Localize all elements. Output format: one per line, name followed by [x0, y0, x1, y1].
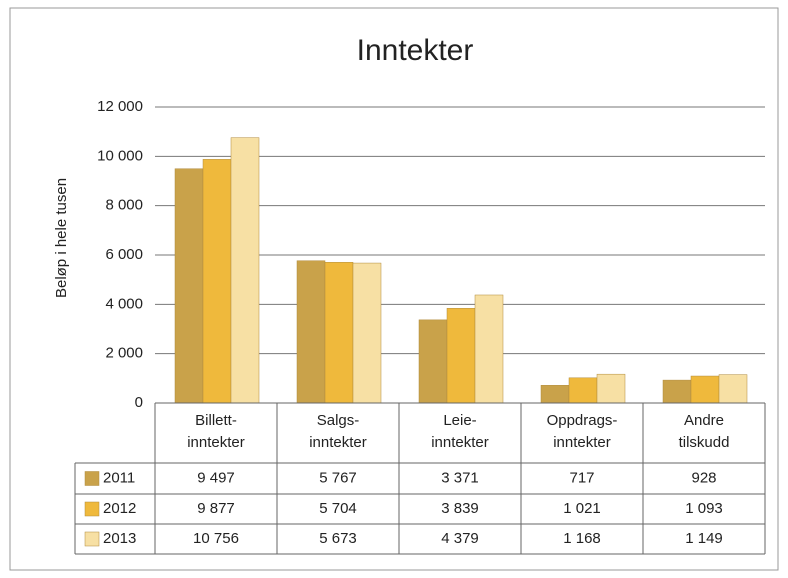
bar: [662, 379, 692, 404]
legend-swatch: [84, 501, 100, 517]
y-tick-label: 4 000: [105, 295, 143, 312]
bar: [352, 262, 382, 404]
chart-title: Inntekter: [357, 34, 474, 67]
table-value: 3 371: [441, 469, 479, 486]
bar: [474, 294, 504, 404]
table-value: 3 839: [441, 500, 479, 517]
bar: [690, 375, 720, 404]
legend-swatch: [84, 471, 100, 486]
legend-label: 2012: [103, 500, 136, 517]
table-value: 4 379: [441, 530, 479, 547]
bar: [596, 373, 626, 404]
bar: [324, 262, 354, 404]
x-tick-label: Salgs-: [317, 412, 360, 429]
y-tick-label: 6 000: [105, 246, 143, 263]
bar: [446, 308, 476, 404]
table-value: 1 021: [563, 500, 601, 517]
x-tick-label: Billett-: [195, 412, 237, 429]
table-value: 9 497: [197, 469, 235, 486]
x-tick-label: inntekter: [431, 434, 489, 451]
bar: [202, 159, 232, 404]
table-value: 928: [691, 469, 716, 486]
table-value: 5 704: [319, 500, 357, 517]
y-axis-label: Beløp i hele tusen: [53, 178, 70, 298]
y-tick-label: 12 000: [97, 98, 143, 115]
y-tick-label: 2 000: [105, 345, 143, 362]
table-value: 5 673: [319, 530, 357, 547]
x-tick-label: Andre: [684, 412, 724, 429]
y-tick-label: 0: [135, 394, 143, 411]
y-tick-label: 10 000: [97, 147, 143, 164]
x-tick-label: inntekter: [187, 434, 245, 451]
x-tick-label: inntekter: [309, 434, 367, 451]
table-value: 9 877: [197, 500, 235, 517]
legend-swatch: [84, 531, 100, 547]
bar: [540, 385, 570, 404]
table-value: 717: [569, 469, 594, 486]
bar: [718, 374, 748, 404]
x-tick-label: Leie-: [443, 412, 476, 429]
chart-border: [9, 7, 779, 571]
bar: [296, 260, 326, 404]
table-value: 1 168: [563, 530, 601, 547]
bar: [174, 168, 204, 404]
bar: [418, 319, 448, 404]
x-tick-label: Oppdrags-: [547, 412, 618, 429]
table-value: 10 756: [193, 530, 239, 547]
legend-label: 2011: [103, 469, 135, 486]
legend-label: 2013: [103, 530, 136, 547]
table-value: 1 149: [685, 530, 723, 547]
x-tick-label: tilskudd: [679, 434, 730, 451]
bar: [568, 377, 598, 404]
table-value: 5 767: [319, 469, 357, 486]
y-tick-label: 8 000: [105, 197, 143, 214]
table-value: 1 093: [685, 500, 723, 517]
bar: [230, 137, 260, 404]
x-tick-label: inntekter: [553, 434, 611, 451]
